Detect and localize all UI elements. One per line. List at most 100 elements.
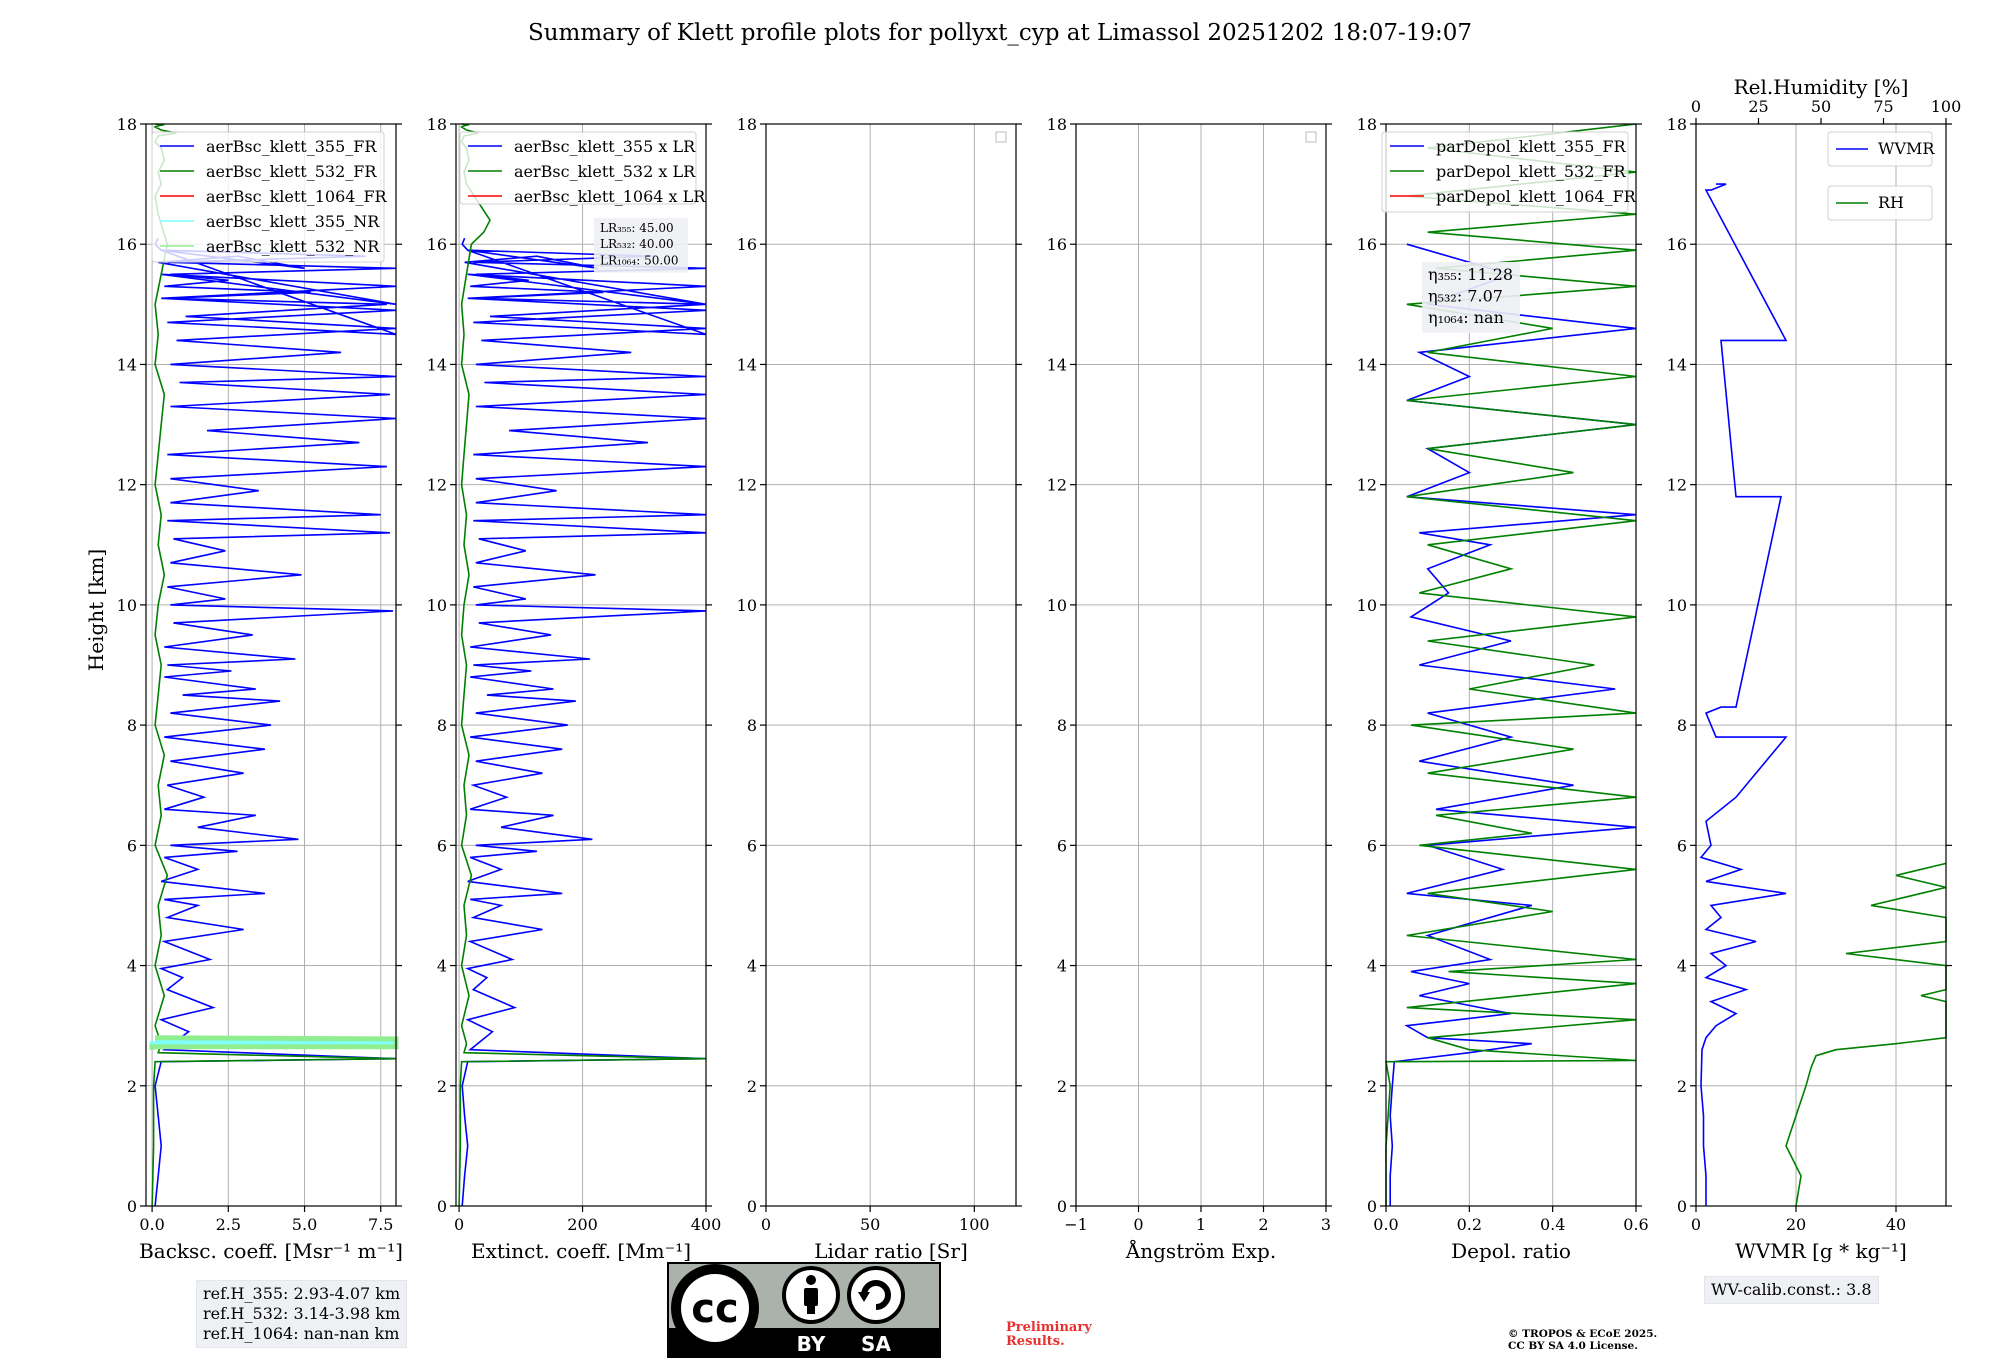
x-tick-label: 5.0 xyxy=(292,1215,317,1234)
legend-label: parDepol_klett_532_FR xyxy=(1436,162,1627,181)
y-tick-label: 6 xyxy=(127,836,137,855)
y-tick-label: 2 xyxy=(437,1077,447,1096)
axes-frame xyxy=(1385,123,1637,1207)
annotation-text: η₃₅₅: 11.28 xyxy=(1428,265,1513,284)
x-tick-label: 0.0 xyxy=(1373,1215,1398,1234)
legend-box xyxy=(151,131,385,263)
y-tick-label: 16 xyxy=(1357,235,1377,254)
chart-panel-lr: 0 2 4 6 8 10 12 14 16 18 0 50 100 Lidar ratio [Sr] xyxy=(737,115,1022,1263)
y-tick-label: 6 xyxy=(437,836,447,855)
x2-tick-label: 50 xyxy=(1811,97,1831,116)
sa-text: SA xyxy=(861,1332,891,1356)
x-axis-label: Extinct. coeff. [Mm⁻¹] xyxy=(471,1239,691,1263)
preliminary-note: Preliminary Results. xyxy=(1006,1321,1092,1349)
x-tick-label: 400 xyxy=(691,1215,722,1234)
y-tick-label: 14 xyxy=(1667,355,1687,374)
x-tick-label: 0.4 xyxy=(1540,1215,1565,1234)
legend-label: RH xyxy=(1878,193,1904,212)
y-tick-label: 16 xyxy=(737,235,757,254)
y-tick-label: 8 xyxy=(1677,716,1687,735)
y-tick-label: 18 xyxy=(117,115,137,134)
y-tick-label: 14 xyxy=(1357,355,1377,374)
annotation-text: LR₁₀₆₄: 50.00 xyxy=(600,253,678,267)
annotation-box xyxy=(1422,262,1520,333)
y-tick-label: 18 xyxy=(737,115,757,134)
y-tick-label: 12 xyxy=(1667,476,1687,495)
y-tick-label: 6 xyxy=(1677,836,1687,855)
x2-tick-label: 75 xyxy=(1873,97,1893,116)
x-tick-label: 200 xyxy=(567,1215,598,1234)
series-line-wv-0 xyxy=(1699,183,1788,1206)
legend-label: parDepol_klett_1064_FR xyxy=(1436,187,1637,206)
annotation-box xyxy=(594,218,688,273)
axes-frame xyxy=(765,123,1017,1207)
y-tick-label: 16 xyxy=(1047,235,1067,254)
y-tick-label: 12 xyxy=(1357,476,1377,495)
y-tick-label: 0 xyxy=(1367,1197,1377,1216)
x-tick-label: 3 xyxy=(1321,1215,1331,1234)
x-axis-label: WVMR [g * kg⁻¹] xyxy=(1735,1239,1907,1263)
legend-box xyxy=(1827,185,1933,221)
y-tick-label: 8 xyxy=(1057,716,1067,735)
x-tick-label: 0.6 xyxy=(1623,1215,1648,1234)
x-tick-label: 2 xyxy=(1258,1215,1268,1234)
copyright-note: © TROPOS & ECoE 2025. CC BY SA 4.0 Licen… xyxy=(1508,1328,1657,1352)
legend-label: parDepol_klett_355_FR xyxy=(1436,137,1627,156)
refh-532: ref.H_532: 3.14-3.98 km xyxy=(203,1304,401,1323)
y-tick-label: 0 xyxy=(1677,1197,1687,1216)
by-text: BY xyxy=(797,1332,826,1356)
y-tick-label: 0 xyxy=(747,1197,757,1216)
x-tick-label: 0 xyxy=(454,1215,464,1234)
y-tick-label: 10 xyxy=(1357,596,1377,615)
y-tick-label: 8 xyxy=(1367,716,1377,735)
y-tick-label: 14 xyxy=(1047,355,1067,374)
axes-frame xyxy=(455,123,707,1207)
legend-label: aerBsc_klett_355_FR xyxy=(206,137,377,156)
legend-label: WVMR xyxy=(1878,139,1935,158)
x2-tick-label: 0 xyxy=(1691,97,1701,116)
legend-label: aerBsc_klett_532_FR xyxy=(206,162,377,181)
y-tick-label: 12 xyxy=(737,476,757,495)
x-tick-label: 1 xyxy=(1196,1215,1206,1234)
series-line-depol-1 xyxy=(1385,123,1637,1206)
y-tick-label: 12 xyxy=(427,476,447,495)
copyright-line-2: CC BY SA 4.0 License. xyxy=(1508,1340,1638,1352)
annotation-text: LR₅₃₂: 40.00 xyxy=(600,237,674,251)
y-tick-label: 16 xyxy=(1667,235,1687,254)
annotation-text: η₁₀₆₄: nan xyxy=(1428,308,1504,327)
legend-box xyxy=(1381,131,1629,213)
legend-label: aerBsc_klett_532 x LR xyxy=(514,162,696,181)
y-tick-label: 2 xyxy=(747,1077,757,1096)
x-tick-label: −1 xyxy=(1064,1215,1088,1234)
axes-frame xyxy=(1695,123,1947,1207)
y-tick-label: 10 xyxy=(427,596,447,615)
x-axis-label: Ångström Exp. xyxy=(1125,1238,1276,1263)
copyright-line-1: © TROPOS & ECoE 2025. xyxy=(1508,1328,1658,1340)
preliminary-line-2: Results. xyxy=(1006,1334,1065,1349)
y-tick-label: 6 xyxy=(1367,836,1377,855)
empty-legend-box xyxy=(1305,131,1317,143)
y-tick-label: 4 xyxy=(1677,957,1687,976)
y-tick-label: 12 xyxy=(1047,476,1067,495)
y-tick-label: 18 xyxy=(1047,115,1067,134)
empty-legend-box xyxy=(995,131,1007,143)
figure-title: Summary of Klett profile plots for polly… xyxy=(527,20,1473,46)
annotation-text: η₅₃₂: 7.07 xyxy=(1428,287,1503,306)
x-axis-label: Lidar ratio [Sr] xyxy=(814,1239,968,1263)
y-tick-label: 0 xyxy=(127,1197,137,1216)
y-tick-label: 4 xyxy=(1057,957,1067,976)
legend-label: aerBsc_klett_1064 x LR xyxy=(514,187,706,206)
y-tick-label: 8 xyxy=(437,716,447,735)
y-tick-label: 16 xyxy=(427,235,447,254)
y-tick-label: 2 xyxy=(1677,1077,1687,1096)
x2-axis-label: Rel.Humidity [%] xyxy=(1734,75,1909,99)
y-tick-label: 6 xyxy=(747,836,757,855)
wv-calib-text: WV-calib.const.: 3.8 xyxy=(1711,1280,1872,1299)
cc-by-sa-logo: cc BY SA xyxy=(667,1262,941,1358)
x-tick-label: 0 xyxy=(1691,1215,1701,1234)
y-tick-label: 8 xyxy=(747,716,757,735)
y-tick-label: 18 xyxy=(1357,115,1377,134)
